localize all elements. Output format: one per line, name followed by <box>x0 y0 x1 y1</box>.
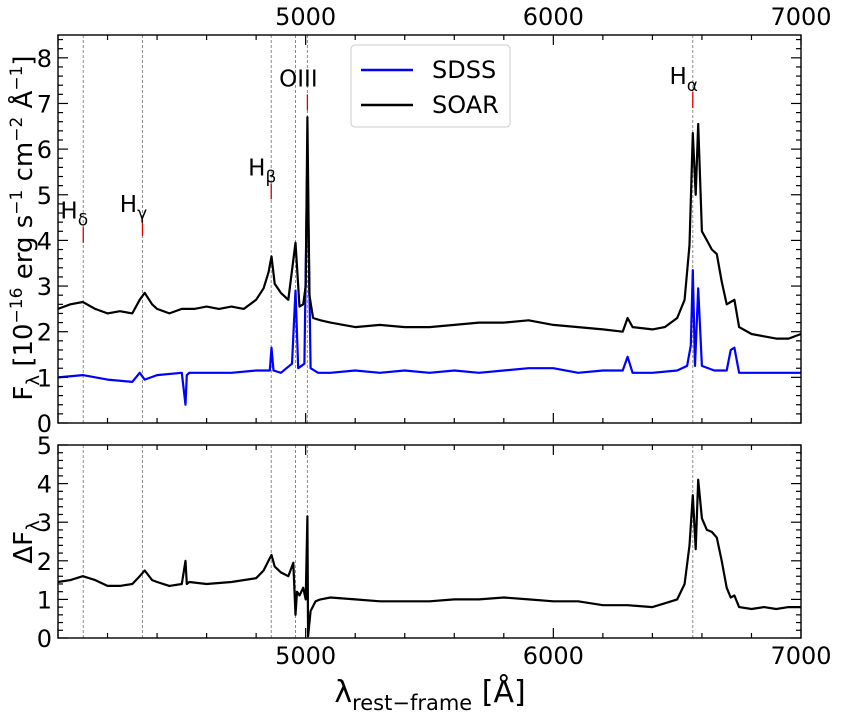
bottom-ytick-label: 0 <box>37 625 52 653</box>
top-axis-ticks <box>57 35 802 424</box>
top-ytick-label: 4 <box>37 227 52 255</box>
top-ytick-label: 2 <box>37 319 52 347</box>
top-series-sdss <box>57 152 801 406</box>
annotation-label: Hγ <box>120 192 147 224</box>
bottom-marker-lines <box>82 445 694 638</box>
bottom-ytick-label: 1 <box>37 586 52 614</box>
top-ytick-label: 8 <box>37 45 52 73</box>
bottom-panel: 0 1 2 3 4 5 5000 6000 7000 ΔFλ λrest−frame [Å] <box>9 432 832 715</box>
bottom-xlabel: λrest−frame [Å] <box>334 674 525 715</box>
bottom-ytick-label: 2 <box>37 548 52 576</box>
top-xtick-label: 7000 <box>770 3 831 31</box>
top-ytick-label: 7 <box>37 90 52 118</box>
top-ytick-label: 5 <box>37 182 52 210</box>
legend-label-sdss: SDSS <box>432 56 496 84</box>
top-xtick-label: 6000 <box>523 3 584 31</box>
bottom-series-line <box>57 478 801 638</box>
legend-frame <box>350 44 511 128</box>
top-series-soar <box>57 116 802 340</box>
top-ytick-label: 3 <box>37 273 52 301</box>
bottom-series-group <box>57 478 801 638</box>
annotation-label: OIII <box>279 66 317 92</box>
top-plot-frame <box>57 34 802 424</box>
legend-label-soar: SOAR <box>432 91 499 119</box>
legend: SDSS SOAR <box>350 44 511 128</box>
bottom-xtick-label: 6000 <box>523 642 584 670</box>
annotation-label: Hβ <box>248 155 276 187</box>
bottom-plot-frame <box>57 444 802 639</box>
bottom-tick-labels: 0 1 2 3 4 5 5000 6000 7000 <box>37 432 832 670</box>
bottom-xtick-label: 5000 <box>275 642 336 670</box>
top-tick-labels: 0 1 2 3 4 5 6 7 8 5000 6000 7000 <box>37 3 832 438</box>
annotation-label: Hδ <box>60 199 88 231</box>
annotation-label: Hα <box>670 64 699 96</box>
top-ytick-label: 1 <box>37 364 52 392</box>
top-ytick-label: 6 <box>37 136 52 164</box>
top-ylabel: Fλ [10−16 erg s−1 cm−2 Å−1] <box>7 55 44 400</box>
bottom-ytick-label: 3 <box>37 509 52 537</box>
line-annotations: Hδ Hγ Hβ OIII Hα <box>60 64 698 243</box>
bottom-xtick-label: 7000 <box>770 642 831 670</box>
bottom-ytick-label: 5 <box>37 432 52 460</box>
top-ytick-label: 0 <box>37 410 52 438</box>
bottom-ylabel: ΔFλ <box>9 520 44 564</box>
top-xtick-label: 5000 <box>275 3 336 31</box>
bottom-ytick-label: 4 <box>37 471 52 499</box>
top-series-group <box>57 116 802 406</box>
